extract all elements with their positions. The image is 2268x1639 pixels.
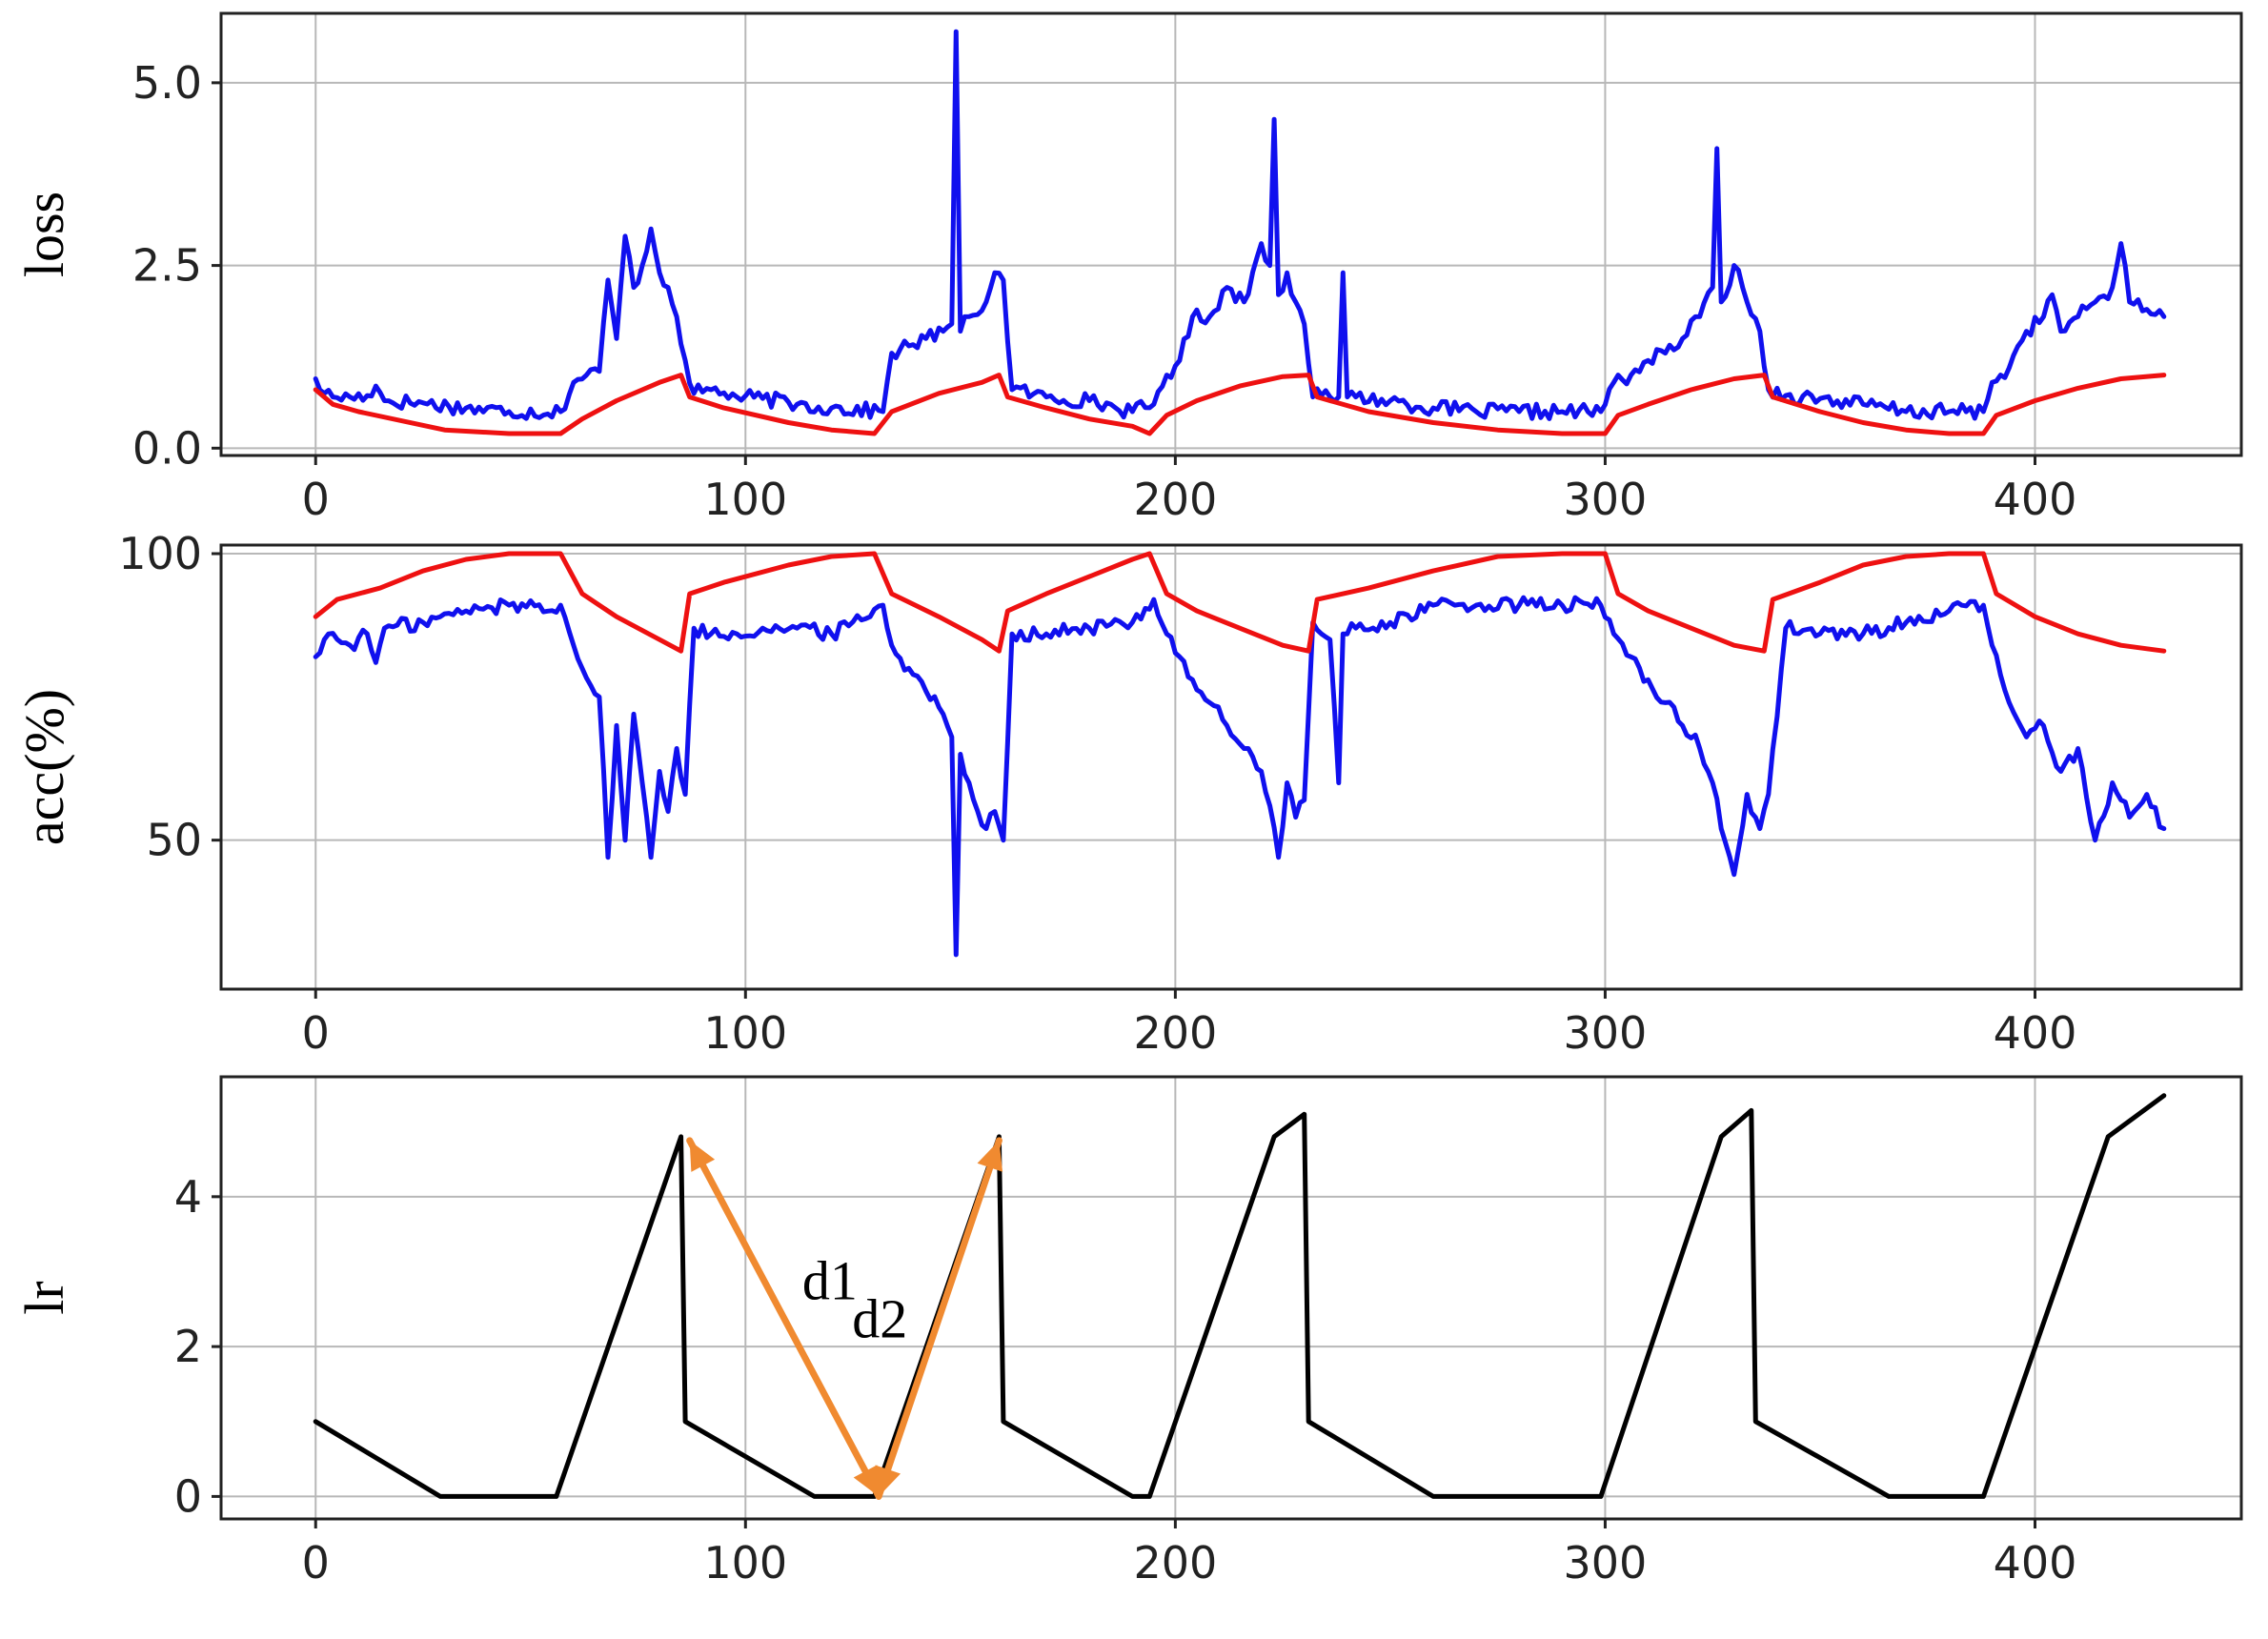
y-tick-label: 2.5 <box>132 240 202 292</box>
x-tick-label: 0 <box>302 1007 330 1059</box>
y-tick-label: 100 <box>118 528 202 579</box>
x-tick-label: 100 <box>703 474 787 525</box>
arrow-shaft <box>875 1137 1002 1500</box>
plot-frame <box>219 11 2243 457</box>
plot-frame <box>219 543 2243 991</box>
x-tick-label: 0 <box>302 474 330 525</box>
series-line-1 <box>313 1093 2167 1499</box>
arrow-shaft <box>686 1137 882 1500</box>
series-line-1 <box>313 29 2167 421</box>
x-tick-label: 400 <box>1994 474 2077 525</box>
panel-2: 0 100 200 300 400 50 100 acc(%) <box>13 528 2243 1059</box>
y-tick-label: 4 <box>174 1171 202 1223</box>
annotation-label-d1: d1 <box>802 1250 858 1312</box>
y-tick-label: 5.0 <box>132 57 202 109</box>
y-axis-label: acc(%) <box>13 689 75 845</box>
arrow-head <box>875 1465 901 1497</box>
x-tick-label: 0 <box>302 1537 330 1588</box>
y-axis-label: lr <box>13 1281 75 1314</box>
x-tick-label: 300 <box>1564 474 1648 525</box>
series-line-1 <box>313 595 2167 958</box>
panel-1: 0 100 200 300 400 0.0 2.5 5.0 loss <box>13 11 2243 525</box>
x-tick-label: 300 <box>1564 1537 1648 1588</box>
x-tick-label: 100 <box>703 1537 787 1588</box>
y-tick-label: 0.0 <box>132 422 202 474</box>
plot-frame <box>219 1075 2243 1521</box>
y-axis-label: loss <box>13 192 75 277</box>
y-tick-label: 50 <box>146 815 202 866</box>
annotation-arrow-d1: d1 <box>686 1137 882 1500</box>
annotation-label-d2: d2 <box>852 1288 907 1350</box>
arrow-head <box>689 1140 716 1172</box>
series-line-2 <box>313 551 2167 654</box>
annotation-arrow-d2: d2 <box>852 1137 1003 1500</box>
arrow-head <box>853 1465 880 1497</box>
x-tick-label: 400 <box>1994 1537 2077 1588</box>
y-tick-label: 2 <box>174 1321 202 1372</box>
x-tick-label: 400 <box>1994 1007 2077 1059</box>
x-tick-label: 100 <box>703 1007 787 1059</box>
y-tick-label: 0 <box>174 1470 202 1522</box>
x-tick-label: 200 <box>1133 1537 1217 1588</box>
series-line-2 <box>313 373 2167 436</box>
x-tick-label: 300 <box>1564 1007 1648 1059</box>
x-tick-label: 200 <box>1133 1007 1217 1059</box>
arrow-head <box>977 1140 1003 1172</box>
x-tick-label: 200 <box>1133 474 1217 525</box>
